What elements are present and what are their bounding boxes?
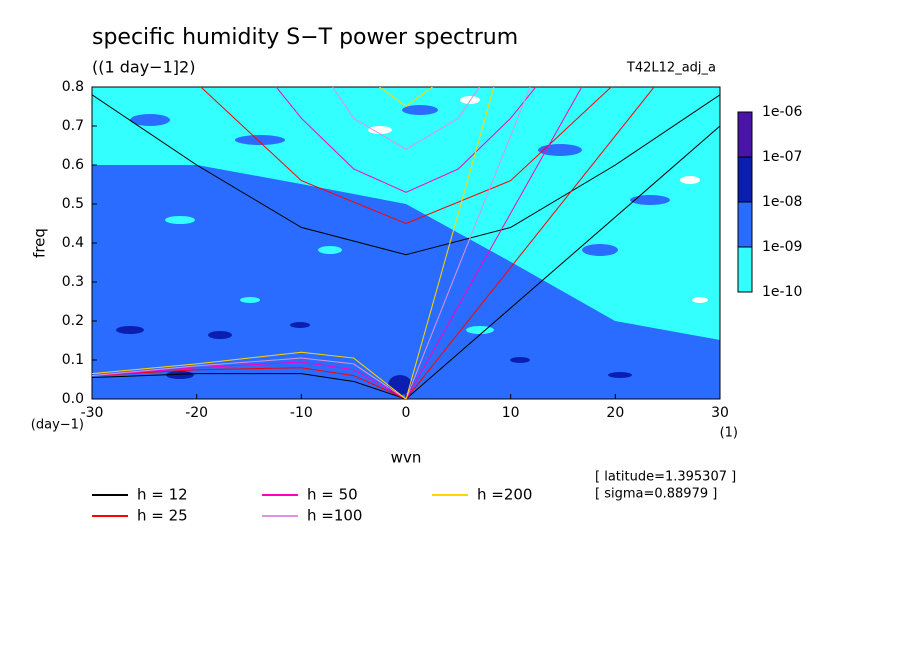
field-gaps bbox=[368, 96, 708, 303]
dispersion-curve bbox=[92, 94, 720, 399]
x-tick-label: 20 bbox=[606, 405, 624, 421]
y-tick-label: 0.6 bbox=[62, 157, 84, 173]
y-tick-label: 0.8 bbox=[62, 79, 84, 95]
colorbar-tick-label: 1e-10 bbox=[762, 284, 802, 300]
x-axis-label: wvn bbox=[391, 449, 422, 467]
colorbar-bin bbox=[737, 201, 753, 248]
y-unit: (day−1) bbox=[31, 418, 84, 433]
colorbar-bin bbox=[737, 111, 753, 158]
field-patches bbox=[130, 105, 670, 256]
colorbar-bin bbox=[737, 156, 753, 203]
annotation: [ latitude=1.395307 ] bbox=[595, 470, 736, 485]
dispersion-curve bbox=[92, 87, 583, 399]
x-tick-label: -10 bbox=[290, 405, 313, 421]
y-tick-label: 0.0 bbox=[62, 391, 84, 407]
y-tick-label: 0.3 bbox=[62, 274, 84, 290]
y-axis-label: freq bbox=[31, 228, 49, 258]
dispersion-curve bbox=[92, 87, 531, 399]
x-unit: (1) bbox=[720, 426, 738, 441]
colorbar-tick-label: 1e-06 bbox=[762, 104, 802, 120]
colorbar-tick-label: 1e-08 bbox=[762, 194, 802, 210]
y-tick-label: 0.4 bbox=[62, 235, 84, 251]
y-tick-label: 0.1 bbox=[62, 352, 84, 368]
x-tick-label: -20 bbox=[185, 405, 208, 421]
chart-title: specific humidity S−T power spectrum bbox=[92, 25, 518, 50]
legend-label: h =100 bbox=[307, 507, 362, 525]
x-tick-label: 30 bbox=[711, 405, 729, 421]
run-label: T42L12_adj_a bbox=[626, 61, 716, 76]
curves bbox=[92, 87, 720, 399]
dispersion-curve bbox=[92, 87, 655, 399]
y-tick-label: 0.7 bbox=[62, 118, 84, 134]
legend-label: h = 50 bbox=[307, 486, 358, 504]
x-tick-label: 0 bbox=[402, 405, 411, 421]
x-tick-label: 10 bbox=[502, 405, 520, 421]
chart-subtitle: ((1 day−1]2) bbox=[92, 58, 195, 77]
legend-label: h = 12 bbox=[137, 486, 188, 504]
colorbar-tick-label: 1e-09 bbox=[762, 239, 802, 255]
y-tick-label: 0.2 bbox=[62, 313, 84, 329]
y-tick-label: 0.5 bbox=[62, 196, 84, 212]
colorbar-bin bbox=[737, 246, 753, 293]
x-tick-label: -30 bbox=[81, 405, 104, 421]
power-field bbox=[92, 87, 720, 399]
legend-label: h = 25 bbox=[137, 507, 188, 525]
annotation: [ sigma=0.88979 ] bbox=[595, 487, 717, 502]
dispersion-curve bbox=[92, 87, 495, 399]
colorbar-tick-label: 1e-07 bbox=[762, 149, 802, 165]
legend-label: h =200 bbox=[477, 486, 532, 504]
